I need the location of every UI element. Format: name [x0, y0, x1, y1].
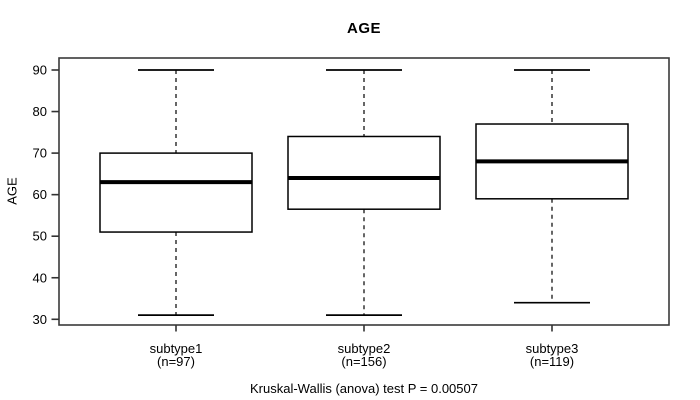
y-tick-label: 30 — [33, 312, 47, 327]
chart-title: AGE — [346, 20, 381, 37]
y-tick-label: 70 — [33, 146, 47, 161]
y-tick-label: 60 — [33, 187, 47, 202]
y-tick-label: 80 — [33, 104, 47, 119]
y-tick-label: 50 — [33, 229, 47, 244]
category-sublabel: (n=97) — [157, 354, 195, 369]
category-label: subtype1 — [150, 341, 203, 356]
iqr-box — [287, 135, 441, 210]
category-sublabel: (n=156) — [341, 354, 386, 369]
y-tick-label: 90 — [33, 63, 47, 78]
category-label: subtype3 — [526, 341, 579, 356]
category-label: subtype2 — [338, 341, 391, 356]
iqr-box — [99, 152, 253, 233]
y-tick-label: 40 — [33, 270, 47, 285]
category-sublabel: (n=119) — [530, 354, 574, 369]
stat-test-annotation: Kruskal-Wallis (anova) test P = 0.00507 — [250, 381, 478, 396]
